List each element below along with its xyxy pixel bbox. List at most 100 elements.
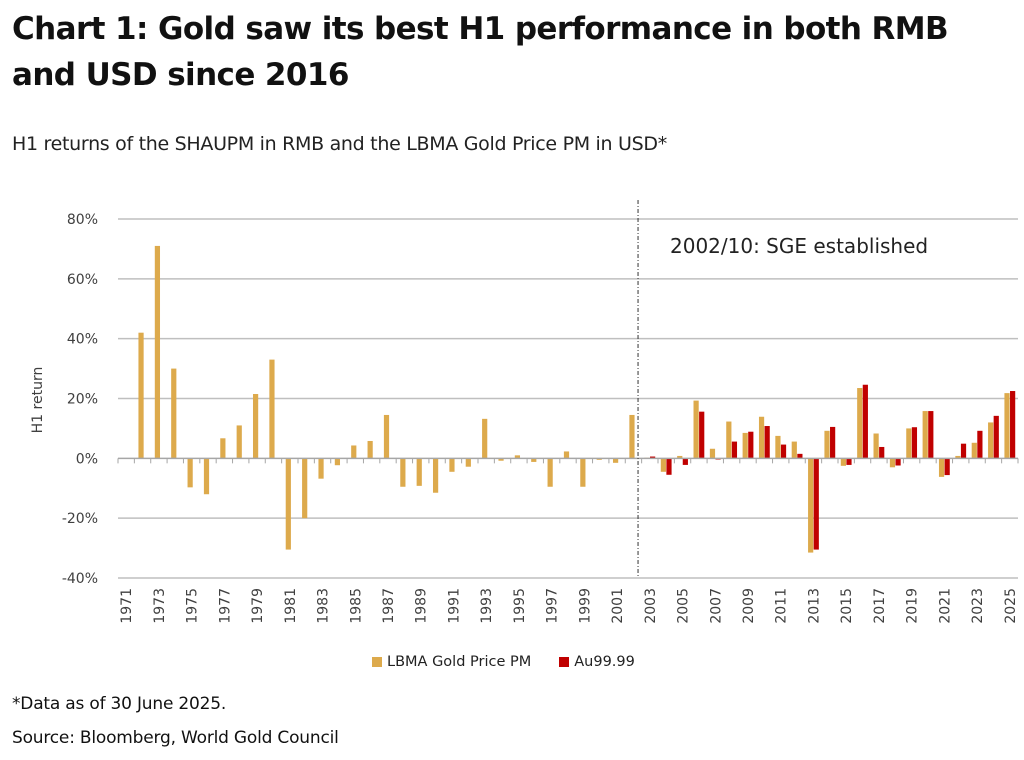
bar-lbma-2016 — [857, 388, 863, 459]
y-tick-label: -20% — [62, 511, 98, 527]
bar-lbma-2013 — [808, 458, 814, 553]
bar-lbma-1995 — [514, 455, 521, 459]
x-tick-label: 1973 — [152, 588, 168, 624]
x-tick-label: 2003 — [643, 588, 659, 624]
x-axis-ticks: 1971 1973 1975 1977 1979 1981 1983 1985 1987 1989… — [119, 588, 1019, 624]
bar-lbma-1975 — [187, 458, 193, 488]
bar-au9999-2021 — [944, 458, 950, 476]
y-tick-label: -40% — [62, 571, 98, 587]
bar-lbma-2014 — [824, 430, 830, 459]
y-tick-label: 80% — [67, 212, 98, 228]
bar-lbma-2015 — [840, 458, 846, 466]
chart-subtitle: H1 returns of the SHAUPM in RMB and the … — [12, 133, 667, 155]
x-tick-label: 2021 — [937, 588, 953, 624]
bar-lbma-1996 — [531, 458, 537, 462]
bar-lbma-1984 — [334, 458, 341, 466]
bar-lbma-1974 — [171, 368, 177, 459]
bar-lbma-2007 — [709, 448, 716, 459]
bar-lbma-1991 — [449, 458, 455, 472]
bar-lbma-1998 — [563, 451, 570, 459]
x-tick-label: 2005 — [676, 588, 692, 624]
bar-lbma-2018 — [889, 458, 896, 468]
bar-au9999-2018 — [895, 458, 901, 466]
bar-lbma-2006 — [693, 400, 699, 459]
x-tick-label: 1989 — [414, 588, 430, 624]
x-tick-label: 2007 — [708, 588, 724, 624]
bar-lbma-1992 — [465, 458, 471, 467]
bar-lbma-2020 — [922, 411, 928, 459]
legend-label-au9999: Au99.99 — [574, 654, 635, 670]
bar-au9999-2003 — [650, 456, 656, 459]
bar-lbma-1982 — [302, 458, 308, 519]
x-tick-label: 2023 — [970, 588, 986, 624]
chart-title: Chart 1: Gold saw its best H1 performanc… — [12, 11, 949, 93]
bar-lbma-1997 — [547, 458, 553, 487]
y-tick-label: 20% — [67, 392, 98, 408]
x-tick-label: 2009 — [741, 588, 757, 624]
bar-lbma-1972 — [138, 332, 144, 459]
x-tick-label: 2025 — [1003, 588, 1019, 624]
bar-lbma-2005 — [677, 455, 683, 459]
bar-lbma-1987 — [383, 414, 390, 459]
bar-au9999-2013 — [813, 458, 819, 550]
bar-lbma-1993 — [482, 418, 488, 459]
x-axis — [117, 457, 1019, 464]
bar-lbma-1973 — [154, 245, 161, 459]
x-tick-label: 2015 — [839, 588, 855, 624]
y-tick-label: 40% — [67, 332, 98, 348]
bar-lbma-1994 — [498, 458, 504, 461]
y-axis-ticks: -40% -20% 0% 20% 40% 60% 80% — [62, 212, 98, 587]
bar-au9999-2009 — [748, 431, 754, 459]
bar-au9999-2024 — [993, 415, 999, 459]
y-tick-label: 60% — [67, 272, 98, 288]
bar-lbma-1979 — [252, 394, 259, 459]
bar-au9999-2019 — [911, 427, 918, 459]
y-axis-label: H1 return — [30, 367, 46, 434]
legend-swatch-lbma — [372, 657, 382, 667]
gridlines — [118, 218, 1018, 579]
bar-lbma-2022 — [955, 455, 961, 459]
bar-lbma-2025 — [1004, 393, 1010, 459]
x-tick-label: 1997 — [545, 588, 561, 624]
bar-lbma-2012 — [791, 441, 797, 459]
bar-au9999-2011 — [780, 444, 787, 459]
bar-lbma-1981 — [285, 458, 291, 550]
bar-lbma-2002 — [629, 414, 635, 459]
footnote: *Data as of 30 June 2025. — [12, 694, 227, 714]
bar-au9999-2008 — [731, 441, 738, 459]
bar-au9999-2022 — [960, 443, 967, 459]
bar-au9999-2014 — [830, 426, 836, 459]
x-tick-label: 1971 — [119, 588, 135, 624]
bar-lbma-1980 — [269, 359, 275, 459]
bar-lbma-1978 — [236, 425, 242, 459]
bar-au9999-2016 — [862, 384, 868, 459]
legend: LBMA Gold Price PM Au99.99 — [372, 654, 635, 670]
bar-au9999-2005 — [682, 458, 688, 465]
bar-lbma-2004 — [660, 458, 666, 472]
bar-lbma-2023 — [971, 442, 977, 459]
bar-lbma-2019 — [906, 428, 912, 459]
x-tick-label: 1991 — [446, 588, 462, 624]
legend-item-lbma: LBMA Gold Price PM — [372, 654, 531, 670]
bar-au9999-2010 — [764, 426, 770, 459]
bar-lbma-1983 — [318, 458, 324, 479]
x-tick-label: 2019 — [905, 588, 921, 624]
bar-lbma-2011 — [775, 435, 781, 459]
x-tick-label: 1983 — [316, 588, 332, 624]
source-note: Source: Bloomberg, World Gold Council — [12, 728, 339, 748]
x-tick-label: 1993 — [479, 588, 495, 624]
bar-au9999-2023 — [977, 430, 983, 459]
x-tick-label: 1979 — [250, 588, 266, 624]
legend-item-au9999: Au99.99 — [559, 654, 635, 670]
bar-lbma-1976 — [203, 458, 210, 495]
x-tick-label: 1999 — [577, 588, 593, 624]
x-tick-label: 1977 — [217, 588, 233, 624]
bar-au9999-2017 — [879, 446, 885, 459]
bar-lbma-2009 — [742, 432, 748, 459]
bars — [122, 245, 1016, 553]
bar-lbma-2010 — [758, 416, 765, 459]
bar-lbma-2017 — [873, 433, 879, 459]
bar-au9999-2025 — [1010, 391, 1016, 459]
sge-established-annotation: 2002/10: SGE established — [670, 234, 928, 258]
bar-au9999-2020 — [928, 411, 934, 459]
